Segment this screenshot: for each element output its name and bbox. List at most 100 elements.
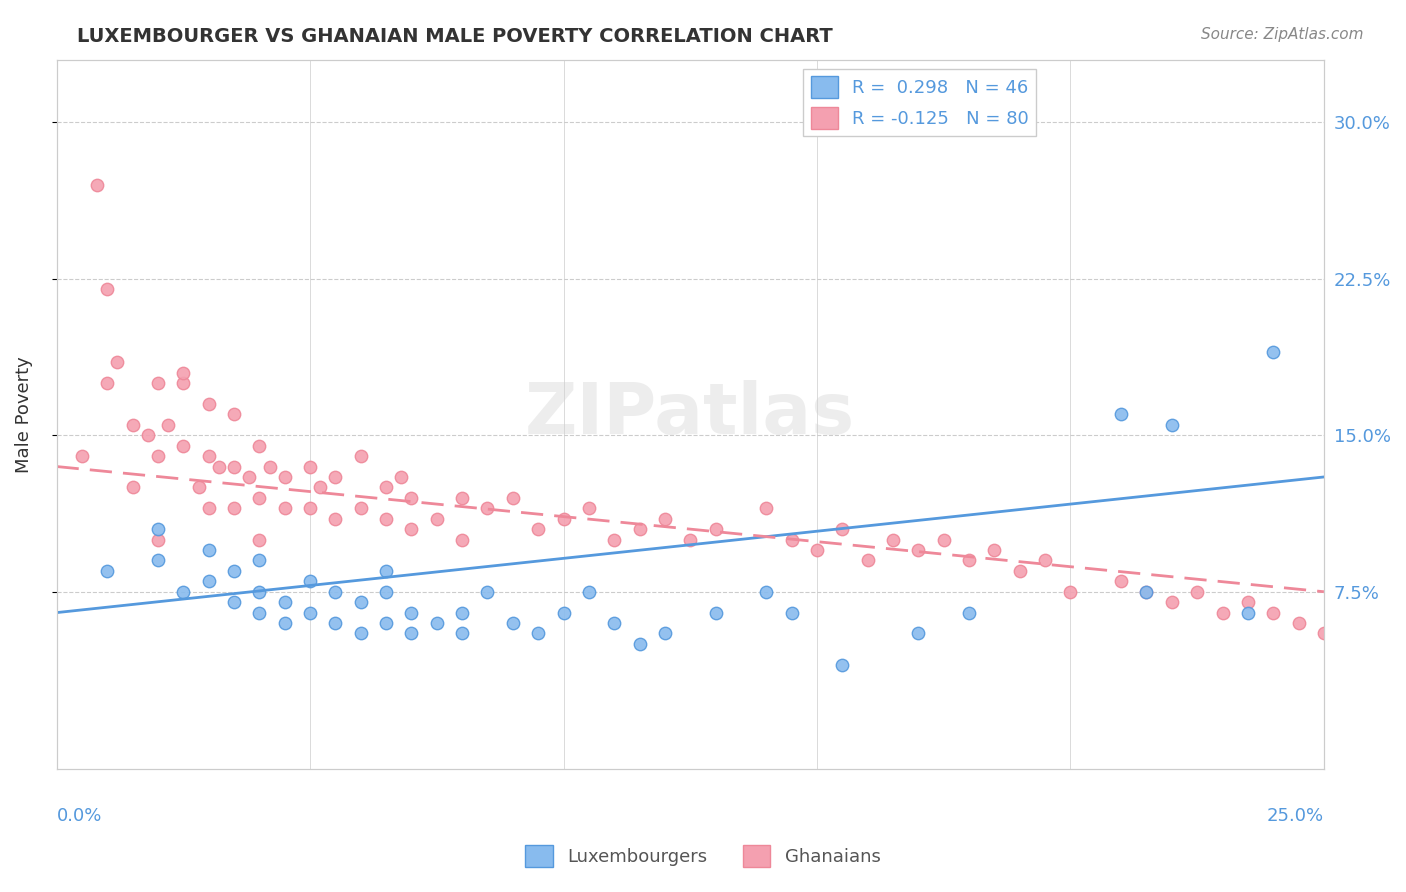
Point — [527, 626, 550, 640]
Point — [1135, 584, 1157, 599]
Point — [1364, 648, 1386, 662]
Point — [121, 480, 143, 494]
Point — [1160, 595, 1182, 609]
Point — [222, 459, 245, 474]
Point — [247, 491, 270, 505]
Point — [628, 522, 651, 536]
Point — [350, 501, 373, 516]
Point — [907, 543, 929, 558]
Point — [1160, 417, 1182, 432]
Point — [172, 376, 194, 390]
Point — [197, 501, 219, 516]
Text: Source: ZipAtlas.com: Source: ZipAtlas.com — [1201, 27, 1364, 42]
Point — [325, 512, 347, 526]
Point — [274, 501, 297, 516]
Point — [146, 449, 169, 463]
Point — [553, 606, 575, 620]
Point — [578, 501, 600, 516]
Point — [96, 282, 118, 296]
Point — [704, 522, 727, 536]
Point — [856, 553, 879, 567]
Point — [389, 470, 412, 484]
Point — [1212, 606, 1234, 620]
Point — [1263, 606, 1285, 620]
Point — [107, 355, 129, 369]
Point — [527, 522, 550, 536]
Point — [1339, 637, 1361, 651]
Point — [274, 470, 297, 484]
Point — [299, 501, 322, 516]
Point — [1033, 553, 1056, 567]
Point — [932, 533, 955, 547]
Point — [477, 501, 499, 516]
Point — [755, 584, 778, 599]
Point — [375, 480, 398, 494]
Text: LUXEMBOURGER VS GHANAIAN MALE POVERTY CORRELATION CHART: LUXEMBOURGER VS GHANAIAN MALE POVERTY CO… — [77, 27, 834, 45]
Point — [603, 533, 626, 547]
Point — [172, 366, 194, 380]
Point — [247, 584, 270, 599]
Point — [426, 512, 449, 526]
Point — [780, 533, 803, 547]
Legend: Luxembourgers, Ghanaians: Luxembourgers, Ghanaians — [519, 838, 887, 874]
Point — [806, 543, 828, 558]
Point — [401, 522, 423, 536]
Point — [146, 553, 169, 567]
Point — [70, 449, 93, 463]
Point — [375, 584, 398, 599]
Point — [1008, 564, 1031, 578]
Point — [208, 459, 231, 474]
Point — [831, 522, 853, 536]
Point — [247, 606, 270, 620]
Point — [375, 564, 398, 578]
Point — [907, 626, 929, 640]
Point — [197, 574, 219, 589]
Point — [197, 449, 219, 463]
Point — [247, 533, 270, 547]
Point — [1135, 584, 1157, 599]
Text: 0.0%: 0.0% — [56, 806, 103, 825]
Point — [502, 615, 524, 630]
Point — [628, 637, 651, 651]
Point — [238, 470, 260, 484]
Point — [780, 606, 803, 620]
Point — [654, 626, 676, 640]
Point — [578, 584, 600, 599]
Point — [831, 657, 853, 672]
Point — [350, 626, 373, 640]
Point — [957, 606, 980, 620]
Point — [477, 584, 499, 599]
Point — [146, 522, 169, 536]
Point — [309, 480, 332, 494]
Point — [350, 449, 373, 463]
Point — [451, 626, 474, 640]
Point — [325, 615, 347, 630]
Point — [1237, 595, 1260, 609]
Point — [401, 626, 423, 640]
Point — [247, 439, 270, 453]
Point — [157, 417, 180, 432]
Point — [603, 615, 626, 630]
Point — [350, 595, 373, 609]
Point — [1288, 615, 1310, 630]
Point — [983, 543, 1005, 558]
Point — [957, 553, 980, 567]
Point — [1185, 584, 1208, 599]
Point — [136, 428, 159, 442]
Point — [259, 459, 281, 474]
Point — [704, 606, 727, 620]
Text: ZIPatlas: ZIPatlas — [526, 380, 855, 449]
Point — [222, 564, 245, 578]
Point — [222, 408, 245, 422]
Point — [1109, 408, 1132, 422]
Y-axis label: Male Poverty: Male Poverty — [15, 356, 32, 473]
Point — [401, 491, 423, 505]
Point — [1313, 626, 1336, 640]
Point — [146, 533, 169, 547]
Point — [146, 376, 169, 390]
Point — [553, 512, 575, 526]
Point — [299, 606, 322, 620]
Point — [426, 615, 449, 630]
Point — [299, 574, 322, 589]
Point — [375, 512, 398, 526]
